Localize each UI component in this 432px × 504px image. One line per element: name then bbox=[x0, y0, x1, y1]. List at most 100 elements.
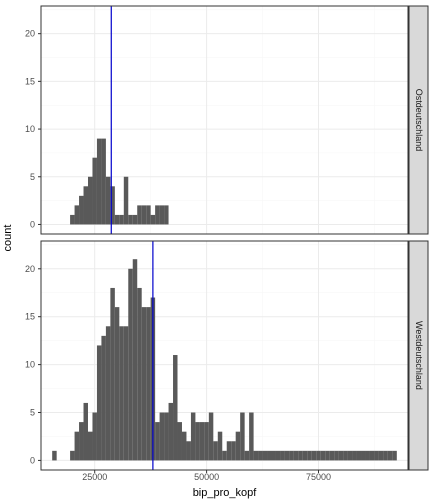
histogram-bar bbox=[101, 138, 106, 225]
y-tick-label: 5 bbox=[30, 408, 35, 418]
y-tick-label: 15 bbox=[25, 312, 35, 322]
histogram-bar bbox=[141, 205, 147, 225]
histogram-bar bbox=[123, 176, 129, 225]
y-tick-label: 5 bbox=[30, 172, 35, 182]
histogram-bar bbox=[128, 268, 133, 461]
y-tick-label: 20 bbox=[25, 29, 35, 39]
histogram-bar bbox=[338, 450, 344, 461]
histogram-bar bbox=[164, 412, 169, 461]
histogram-bar bbox=[137, 205, 142, 225]
histogram-bar bbox=[173, 355, 178, 461]
facets: 0 5 10 15 20 Ostdeutschland 0 5 10 15 20 Westdeutsc… bbox=[25, 5, 429, 482]
histogram-bar bbox=[307, 450, 312, 461]
histogram-bar bbox=[325, 450, 330, 461]
histogram-bar bbox=[87, 431, 93, 461]
histogram-bar bbox=[119, 214, 124, 225]
x-tick-label: 75000 bbox=[306, 472, 331, 482]
histogram-bar bbox=[293, 450, 299, 461]
histogram-bar bbox=[369, 450, 375, 461]
facet-strip-label: Ostdeutschland bbox=[414, 89, 424, 152]
histogram-bar bbox=[329, 450, 335, 461]
histogram-bar bbox=[52, 450, 57, 461]
histogram-bar bbox=[83, 402, 88, 461]
histogram-bar bbox=[96, 345, 102, 461]
histogram-bar bbox=[208, 412, 214, 461]
x-tick-label: 25000 bbox=[82, 472, 107, 482]
facet-strip bbox=[408, 240, 429, 471]
histogram-bar bbox=[79, 422, 84, 461]
histogram-bar bbox=[92, 157, 97, 225]
histogram-bar bbox=[275, 450, 281, 461]
histogram-bar bbox=[177, 422, 182, 461]
histogram-bar bbox=[190, 412, 196, 461]
histogram-bar bbox=[119, 326, 124, 461]
histogram-bar bbox=[311, 450, 317, 461]
y-tick-label: 10 bbox=[25, 360, 35, 370]
panel-border bbox=[40, 5, 409, 235]
y-tick-label: 15 bbox=[25, 76, 35, 86]
histogram-bar bbox=[146, 205, 151, 225]
histogram-bar bbox=[343, 450, 348, 461]
histogram-bar bbox=[302, 450, 308, 461]
histogram-bar bbox=[352, 450, 357, 461]
histogram-bar bbox=[159, 205, 165, 225]
histogram-bar bbox=[74, 431, 80, 461]
histogram-bar bbox=[226, 441, 232, 461]
histogram-bar bbox=[289, 450, 294, 461]
histogram-bar bbox=[334, 450, 339, 461]
histogram-bar bbox=[150, 214, 156, 225]
histogram-bar bbox=[253, 450, 259, 461]
histogram-bar bbox=[164, 205, 169, 225]
x-tick-label: 50000 bbox=[194, 472, 219, 482]
histogram-bar bbox=[70, 214, 75, 225]
y-tick-label: 0 bbox=[30, 219, 35, 229]
histogram-bar bbox=[123, 326, 129, 461]
y-tick-label: 20 bbox=[25, 264, 35, 274]
histogram-bar bbox=[132, 214, 138, 225]
histogram-bar bbox=[105, 326, 111, 461]
histogram-bar bbox=[137, 287, 142, 461]
histogram-bar bbox=[378, 450, 384, 461]
histogram-bar bbox=[374, 450, 379, 461]
y-tick-label: 10 bbox=[25, 124, 35, 134]
histogram-bar bbox=[298, 450, 303, 461]
x-axis: 25000 50000 75000 bbox=[82, 470, 331, 482]
histogram-bar bbox=[83, 186, 88, 225]
histogram-bar bbox=[258, 450, 263, 461]
histogram-bar bbox=[392, 450, 397, 461]
histogram-bar bbox=[240, 412, 245, 461]
histogram-bar bbox=[244, 450, 250, 461]
histogram-bar bbox=[74, 205, 80, 225]
histogram-bar bbox=[195, 422, 200, 461]
histogram-bar bbox=[271, 450, 276, 461]
histogram-bar bbox=[186, 441, 191, 461]
histogram-bar bbox=[217, 431, 223, 461]
histogram-bar bbox=[155, 422, 160, 461]
histogram-bar bbox=[231, 441, 236, 461]
facet-strip-label: Westdeutschland bbox=[414, 321, 424, 390]
histogram-bar bbox=[105, 176, 111, 225]
histogram-bar bbox=[96, 138, 102, 225]
histogram-bar bbox=[387, 450, 393, 461]
histogram-bar bbox=[155, 205, 160, 225]
histogram-bar bbox=[365, 450, 370, 461]
histogram-bar bbox=[101, 335, 106, 461]
histogram-bar bbox=[356, 450, 362, 461]
histogram-bar bbox=[222, 450, 227, 461]
histogram-bar bbox=[128, 214, 133, 225]
histogram-bar bbox=[204, 422, 209, 461]
histogram-bar bbox=[87, 176, 93, 225]
histogram-bar bbox=[199, 422, 205, 461]
y-tick-label: 0 bbox=[30, 455, 35, 465]
facet-strip bbox=[408, 5, 429, 235]
facet-panel-0: 0 5 10 15 20 Ostdeutschland bbox=[25, 5, 429, 235]
histogram-bar bbox=[110, 186, 115, 225]
histogram-bar bbox=[92, 412, 97, 461]
panel-border bbox=[40, 240, 409, 471]
histogram-bar bbox=[168, 402, 174, 461]
histogram-bar bbox=[235, 431, 241, 461]
y-axis-title: count bbox=[2, 225, 14, 252]
histogram-bar bbox=[114, 214, 120, 225]
histogram-bar bbox=[347, 450, 353, 461]
histogram-bar bbox=[249, 412, 254, 461]
